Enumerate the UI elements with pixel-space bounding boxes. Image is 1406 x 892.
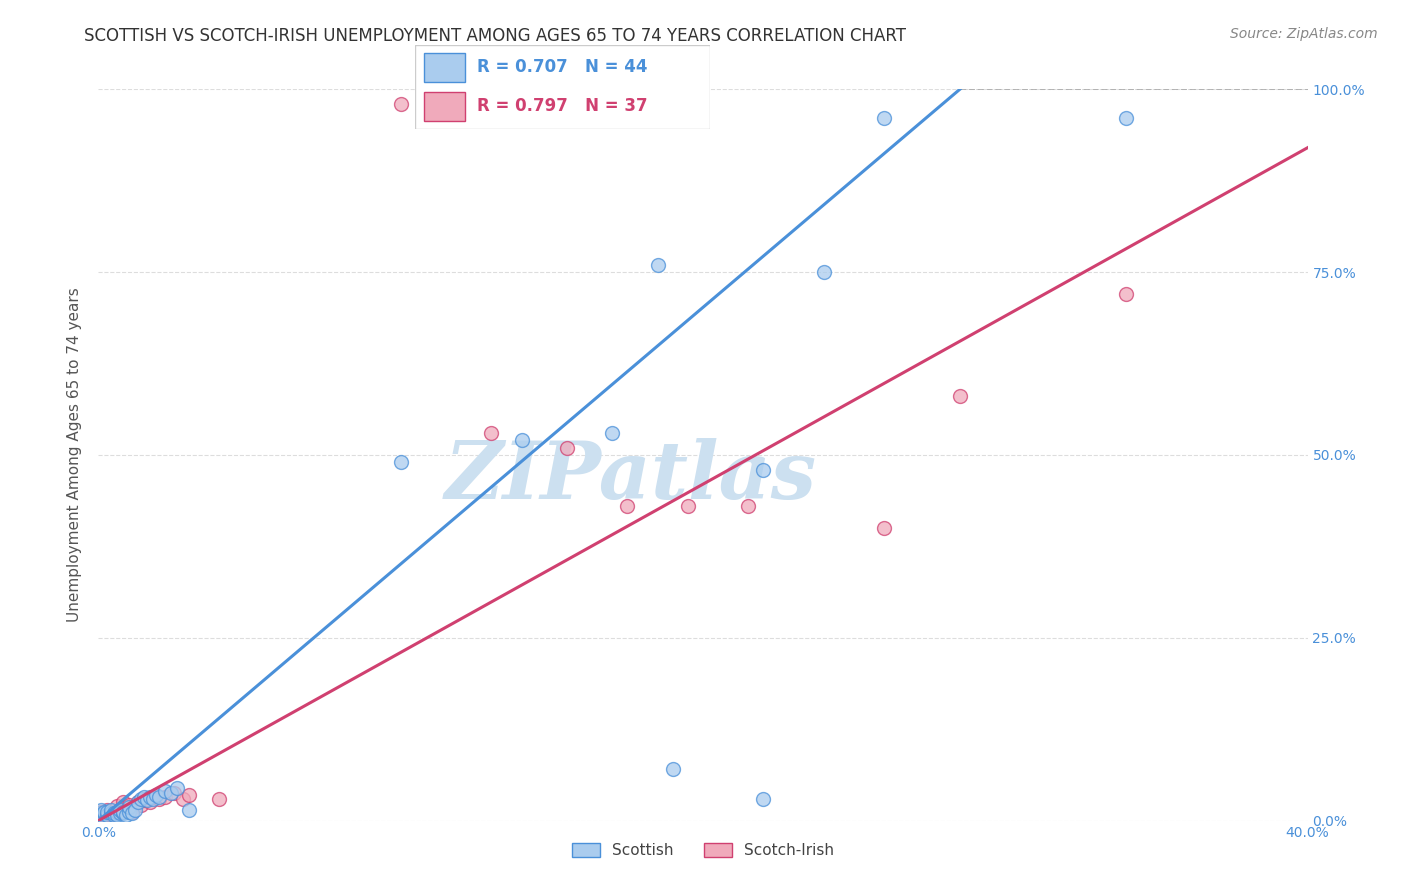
Point [108,806,131,821]
Point [676,499,699,513]
Point [121,806,143,821]
Point [87,806,110,821]
Point [1115,287,1137,301]
Point [105,805,128,819]
Point [96,807,118,822]
Point [142,790,165,805]
Point [90,805,112,819]
Point [103,806,125,821]
FancyBboxPatch shape [415,45,710,129]
Text: ZIPatlas: ZIPatlas [444,438,817,516]
Point [873,521,896,535]
Point [90,806,112,821]
Bar [423,54,465,82]
Point [108,803,131,817]
Point [135,793,157,807]
Point [124,803,146,817]
Point [139,789,162,804]
Point [813,265,835,279]
Point [555,441,578,455]
Point [389,455,412,469]
Point [1115,112,1137,126]
Point [139,796,162,810]
Point [127,796,149,810]
Point [602,425,624,440]
Y-axis label: Unemployment Among Ages 65 to 74 years: Unemployment Among Ages 65 to 74 years [67,287,83,623]
Point [148,789,170,804]
Point [510,434,533,448]
Point [127,796,149,810]
Point [616,499,638,513]
Point [647,258,669,272]
Point [103,805,125,819]
Point [87,807,110,822]
Point [90,807,112,822]
Point [145,788,167,802]
Text: R = 0.797   N = 37: R = 0.797 N = 37 [477,97,647,115]
Point [135,791,157,805]
Point [118,800,141,814]
Point [752,462,775,476]
Point [737,499,759,513]
Point [129,797,152,812]
Point [124,799,146,814]
Point [118,805,141,819]
Point [179,788,201,802]
Point [96,805,118,819]
Point [100,807,122,822]
Point [132,790,155,805]
Point [103,807,125,822]
Point [949,389,972,403]
Point [111,796,134,810]
Point [661,763,683,777]
Point [96,806,118,821]
Point [179,803,201,817]
Point [389,96,412,111]
Point [153,784,176,798]
Point [163,786,186,800]
Point [129,791,152,805]
Text: SCOTTISH VS SCOTCH-IRISH UNEMPLOYMENT AMONG AGES 65 TO 74 YEARS CORRELATION CHAR: SCOTTISH VS SCOTCH-IRISH UNEMPLOYMENT AM… [84,27,907,45]
Legend: Scottish, Scotch-Irish: Scottish, Scotch-Irish [567,837,839,864]
Bar [423,92,465,120]
Point [142,791,165,805]
Point [172,791,194,805]
Point [166,780,188,795]
Point [752,791,775,805]
Point [93,805,115,819]
Point [100,806,122,821]
Point [111,806,134,821]
Point [114,800,136,814]
Point [118,797,141,812]
Point [481,425,503,440]
Point [160,786,183,800]
Point [873,112,896,126]
Point [90,803,112,817]
Point [208,791,231,805]
Point [93,807,115,822]
Point [105,807,128,822]
Point [111,805,134,819]
Point [114,807,136,822]
Point [153,789,176,804]
Point [96,803,118,817]
Text: Source: ZipAtlas.com: Source: ZipAtlas.com [1230,27,1378,41]
Point [121,805,143,819]
Point [148,791,170,805]
Point [108,803,131,817]
Point [93,806,115,821]
Point [132,793,155,807]
Point [100,803,122,817]
Point [105,806,128,821]
Text: R = 0.707   N = 44: R = 0.707 N = 44 [477,59,647,77]
Point [105,799,128,814]
